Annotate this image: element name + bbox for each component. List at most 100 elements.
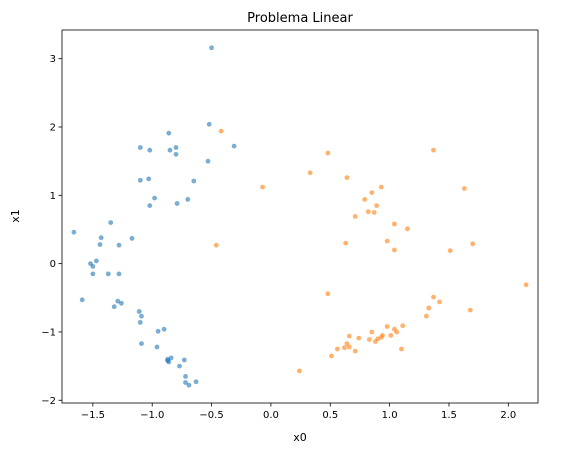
y-tick-label: 0 [50, 259, 56, 270]
data-point-series-1-6 [378, 184, 384, 190]
data-point-series-1-41 [373, 339, 378, 344]
data-point-series-1-36 [356, 335, 362, 341]
x-axis: −1.5 −1.0 −0.5 0.0 0.5 1.0 1.5 2.0 [81, 403, 516, 421]
data-point-series-0-10 [137, 177, 143, 183]
data-point-series-1-7 [369, 190, 375, 196]
data-point-series-1-31 [400, 323, 406, 329]
data-point-series-0-19 [98, 235, 104, 241]
data-point-series-0-34 [139, 313, 144, 319]
x-tick-label: 1.0 [382, 410, 398, 421]
data-point-series-1-2 [431, 147, 436, 153]
data-point-series-0-44 [181, 357, 187, 363]
data-point-series-0-4 [147, 147, 153, 153]
data-point-series-0-8 [205, 158, 211, 164]
x-tick-label: 0.0 [263, 410, 279, 421]
data-point-series-0-16 [147, 203, 153, 209]
data-point-series-0-6 [167, 147, 173, 153]
data-point-series-1-47 [329, 353, 334, 359]
data-point-series-0-28 [116, 271, 122, 277]
plot-frame [61, 29, 539, 404]
data-point-series-1-25 [437, 299, 442, 305]
data-point-series-1-23 [325, 291, 331, 297]
data-point-series-1-27 [424, 313, 429, 319]
x-tick-label: −1.0 [140, 410, 164, 421]
data-point-series-1-22 [523, 282, 529, 288]
data-point-series-0-0 [209, 45, 215, 51]
data-point-series-1-8 [462, 186, 467, 191]
points-layer [71, 45, 529, 388]
data-point-series-0-24 [94, 258, 99, 264]
data-point-series-0-37 [161, 326, 167, 332]
data-point-series-1-15 [405, 226, 410, 232]
data-point-series-1-34 [394, 329, 400, 335]
data-point-series-1-12 [371, 210, 377, 215]
data-point-series-1-19 [392, 247, 397, 253]
data-point-series-1-5 [260, 184, 265, 190]
data-point-series-1-14 [392, 221, 397, 227]
data-point-series-0-36 [155, 328, 161, 334]
x-tick-label: −1.5 [81, 410, 105, 421]
data-point-series-0-39 [154, 344, 160, 350]
data-point-series-1-17 [213, 242, 219, 248]
data-point-series-0-27 [105, 271, 111, 277]
data-point-series-0-5 [173, 145, 179, 150]
y-tick-label: 3 [50, 54, 56, 65]
data-point-series-1-21 [470, 241, 476, 247]
data-point-series-0-3 [137, 145, 143, 150]
data-point-series-1-4 [344, 175, 350, 181]
data-point-series-0-42 [168, 355, 174, 361]
chart-title: Problema Linear [247, 11, 353, 26]
y-tick-label: 1 [50, 191, 56, 202]
x-tick-label: −0.5 [199, 410, 223, 421]
data-point-series-0-46 [183, 374, 188, 379]
data-point-series-1-40 [388, 333, 394, 338]
data-point-series-1-28 [467, 307, 473, 313]
data-point-series-0-13 [152, 195, 158, 201]
data-point-series-1-16 [384, 238, 390, 244]
data-point-series-0-22 [116, 242, 122, 248]
data-point-series-1-10 [374, 203, 379, 209]
data-point-series-1-32 [369, 329, 375, 335]
data-point-series-1-46 [352, 348, 358, 354]
data-point-series-0-49 [193, 379, 199, 385]
data-point-series-0-20 [129, 236, 135, 241]
data-point-series-0-9 [231, 143, 237, 149]
data-point-series-0-43 [165, 358, 171, 363]
data-point-series-1-11 [365, 209, 371, 215]
data-point-series-1-24 [431, 294, 436, 300]
data-point-series-1-49 [297, 368, 302, 374]
data-point-series-1-18 [343, 240, 349, 246]
x-axis-label: x0 [293, 431, 307, 444]
data-point-series-1-44 [335, 346, 340, 352]
data-point-series-1-26 [426, 305, 432, 311]
data-point-series-1-9 [362, 197, 368, 202]
y-axis-label: x1 [9, 209, 22, 223]
data-point-series-1-1 [325, 150, 331, 156]
x-tick-label: 1.5 [441, 410, 457, 421]
data-point-series-0-26 [90, 271, 96, 277]
data-point-series-0-33 [136, 309, 142, 314]
x-tick-label: 2.0 [500, 410, 516, 421]
data-point-series-1-3 [307, 170, 313, 176]
data-point-series-0-21 [97, 242, 103, 247]
data-point-series-0-45 [177, 363, 182, 369]
data-point-series-0-14 [174, 201, 180, 206]
data-point-series-0-15 [185, 197, 191, 202]
data-point-series-0-25 [90, 264, 96, 269]
data-point-series-0-29 [79, 297, 85, 303]
data-point-series-0-18 [108, 220, 114, 226]
data-point-series-1-29 [384, 324, 390, 329]
y-tick-label: 2 [50, 123, 56, 134]
data-point-series-0-35 [137, 320, 143, 325]
data-point-series-1-48 [399, 346, 404, 352]
x-tick-label: 0.5 [322, 410, 338, 421]
data-point-series-0-32 [119, 300, 124, 306]
data-point-series-0-17 [71, 229, 77, 235]
data-point-series-0-2 [166, 130, 172, 136]
data-point-series-1-35 [346, 333, 352, 339]
data-point-series-1-45 [342, 345, 347, 351]
data-point-series-0-38 [139, 341, 144, 346]
data-point-series-0-11 [146, 176, 152, 182]
